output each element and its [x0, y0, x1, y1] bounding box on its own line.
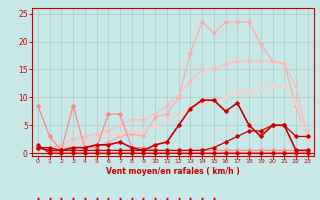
X-axis label: Vent moyen/en rafales ( km/h ): Vent moyen/en rafales ( km/h ) [106, 167, 240, 176]
